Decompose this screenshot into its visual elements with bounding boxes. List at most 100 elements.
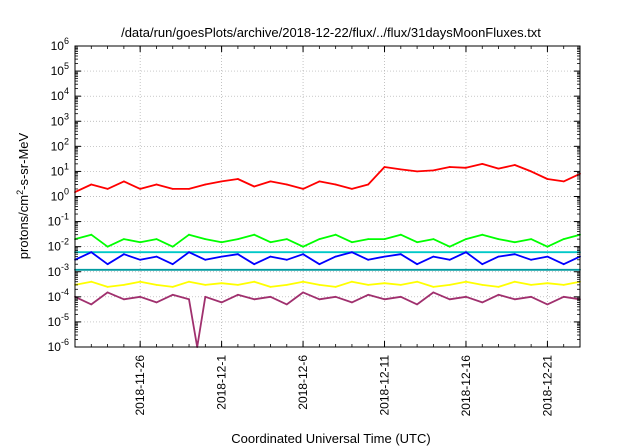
data-point: [106, 263, 109, 266]
data-point: [530, 238, 532, 241]
series-line: [74, 280, 581, 288]
x-tick-label: 2018-12-16: [459, 355, 473, 417]
data-point: [546, 245, 549, 248]
data-point: [302, 245, 304, 248]
data-point: [546, 303, 549, 306]
data-point: [481, 301, 484, 304]
y-tick-label: 101: [51, 161, 69, 178]
series-line: [74, 291, 581, 348]
data-point: [204, 238, 207, 241]
data-point: [90, 303, 93, 306]
data-point: [513, 280, 516, 283]
data-point: [334, 255, 337, 258]
data-point: [123, 253, 125, 256]
x-tick-label: 2018-12-1: [215, 355, 229, 410]
data-point: [465, 238, 467, 241]
data-point: [237, 293, 239, 296]
data-point: [465, 166, 467, 169]
data-point: [416, 263, 418, 266]
data-point: [204, 258, 207, 261]
data-point: [123, 238, 125, 241]
y-tick-label: 10-1: [48, 212, 69, 229]
plot-frame: [74, 45, 581, 348]
data-point: [237, 284, 239, 286]
data-point: [530, 170, 532, 173]
data-point: [285, 238, 288, 241]
data-point: [383, 282, 386, 285]
data-point: [383, 238, 386, 241]
data-point: [351, 241, 353, 244]
data-point: [399, 295, 402, 298]
data-point: [465, 295, 467, 298]
data-point: [497, 293, 500, 296]
data-point: [171, 188, 174, 190]
data-point: [269, 286, 272, 288]
data-point: [334, 286, 337, 288]
data-point: [302, 291, 304, 294]
data-point: [562, 238, 565, 241]
data-point: [302, 188, 304, 190]
y-tick-label: 10-4: [48, 287, 69, 304]
data-point: [367, 238, 370, 241]
data-point: [432, 238, 435, 241]
data-point: [302, 253, 304, 256]
data-point: [188, 251, 190, 254]
data-point: [285, 258, 288, 261]
data-point: [448, 258, 451, 261]
series-line: [74, 233, 581, 248]
data-point: [497, 255, 500, 258]
data-point: [383, 298, 386, 301]
data-point: [285, 284, 288, 286]
series-line: [74, 251, 581, 266]
y-tick-label: 104: [51, 86, 69, 103]
data-point: [448, 245, 451, 248]
data-point: [220, 282, 223, 285]
data-point: [318, 263, 321, 266]
data-point: [318, 298, 321, 301]
data-point: [155, 255, 158, 258]
data-point: [367, 293, 370, 296]
data-point: [139, 241, 142, 244]
data-point: [318, 180, 321, 183]
data-point: [399, 168, 402, 171]
data-point: [432, 291, 435, 294]
data-point: [513, 298, 516, 301]
y-tick-label: 106: [51, 36, 69, 53]
data-point: [530, 258, 532, 261]
data-point: [351, 280, 353, 283]
data-point: [432, 169, 435, 172]
data-point: [188, 280, 190, 283]
data-point: [155, 301, 158, 304]
data-point: [432, 255, 435, 258]
data-point: [367, 183, 370, 186]
data-point: [155, 238, 158, 241]
data-point: [334, 295, 337, 298]
data-point: [188, 188, 190, 190]
data-point: [139, 188, 142, 190]
data-point: [318, 284, 321, 286]
data-point: [367, 284, 370, 286]
series-line: [74, 162, 581, 193]
y-tick-label: 10-2: [48, 237, 69, 254]
data-point: [530, 295, 532, 298]
data-point: [318, 238, 321, 241]
data-point: [351, 251, 353, 254]
axes: 10-6 10-5 10-4 10-3 10-2 10-1 100 101 102 103 104 1…: [48, 36, 581, 417]
data-point: [90, 183, 93, 186]
data-point: [253, 280, 256, 283]
x-tick-label: 2018-12-11: [378, 355, 392, 416]
data-point: [106, 188, 109, 190]
data-point: [285, 303, 288, 306]
data-point: [416, 170, 418, 173]
data-point: [220, 255, 223, 258]
data-point: [383, 255, 386, 258]
x-tick-label: 2018-12-6: [296, 355, 310, 410]
y-tick-label: 100: [51, 187, 69, 204]
data-point: [237, 238, 239, 241]
data-point: [204, 284, 207, 286]
data-point: [269, 255, 272, 258]
x-tick-label: 2018-12-21: [540, 355, 554, 417]
data-point: [513, 253, 516, 256]
data-point: [220, 241, 223, 244]
